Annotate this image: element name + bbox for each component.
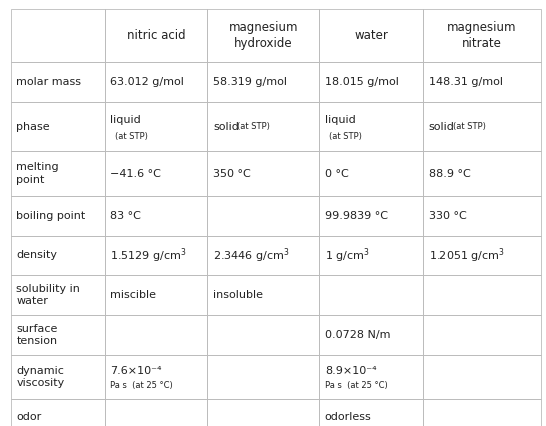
- Bar: [319, 102, 423, 151]
- Bar: [423, 355, 541, 399]
- Bar: [319, 275, 423, 315]
- Bar: [105, 275, 207, 315]
- Text: solubility in
water: solubility in water: [16, 284, 80, 306]
- Bar: [423, 151, 541, 196]
- Bar: [319, 355, 423, 399]
- Bar: [319, 399, 423, 426]
- Text: Pa s  (at 25 °C): Pa s (at 25 °C): [325, 380, 388, 389]
- Bar: [105, 399, 207, 426]
- Text: molar mass: molar mass: [16, 77, 81, 87]
- Bar: [207, 151, 319, 196]
- Text: phase: phase: [16, 121, 50, 132]
- Text: magnesium
nitrate: magnesium nitrate: [447, 21, 517, 50]
- Bar: [423, 9, 541, 62]
- Bar: [11, 355, 105, 399]
- Bar: [207, 275, 319, 315]
- Bar: [423, 62, 541, 102]
- Text: 330 °C: 330 °C: [429, 210, 466, 221]
- Text: solid: solid: [213, 121, 239, 132]
- Bar: [11, 9, 105, 62]
- Text: 0.0728 N/m: 0.0728 N/m: [325, 330, 390, 340]
- Bar: [207, 355, 319, 399]
- Bar: [11, 315, 105, 355]
- Text: insoluble: insoluble: [213, 290, 263, 300]
- Bar: [11, 62, 105, 102]
- Text: 1 g/cm$^{3}$: 1 g/cm$^{3}$: [325, 246, 370, 265]
- Text: (at STP): (at STP): [453, 122, 485, 131]
- Text: odor: odor: [16, 412, 41, 422]
- Text: 83 °C: 83 °C: [110, 210, 141, 221]
- Text: surface
tension: surface tension: [16, 324, 58, 346]
- Bar: [319, 151, 423, 196]
- Bar: [207, 62, 319, 102]
- Bar: [11, 196, 105, 236]
- Bar: [423, 399, 541, 426]
- Bar: [319, 315, 423, 355]
- Text: magnesium
hydroxide: magnesium hydroxide: [229, 21, 298, 50]
- Bar: [319, 196, 423, 236]
- Text: water: water: [354, 29, 388, 42]
- Text: 88.9 °C: 88.9 °C: [429, 169, 470, 178]
- Text: 99.9839 °C: 99.9839 °C: [325, 210, 388, 221]
- Text: −41.6 °C: −41.6 °C: [110, 169, 161, 178]
- Bar: [207, 102, 319, 151]
- Text: 18.015 g/mol: 18.015 g/mol: [325, 77, 399, 87]
- Text: 2.3446 g/cm$^{3}$: 2.3446 g/cm$^{3}$: [213, 246, 289, 265]
- Bar: [423, 196, 541, 236]
- Bar: [11, 399, 105, 426]
- Text: (at STP): (at STP): [115, 132, 147, 141]
- Text: 8.9×10⁻⁴: 8.9×10⁻⁴: [325, 366, 377, 376]
- Bar: [105, 315, 207, 355]
- Text: dynamic
viscosity: dynamic viscosity: [16, 366, 64, 388]
- Bar: [207, 399, 319, 426]
- Bar: [105, 102, 207, 151]
- Bar: [11, 102, 105, 151]
- Text: 148.31 g/mol: 148.31 g/mol: [429, 77, 503, 87]
- Text: odorless: odorless: [325, 412, 372, 422]
- Text: 7.6×10⁻⁴: 7.6×10⁻⁴: [110, 366, 162, 376]
- Bar: [319, 62, 423, 102]
- Text: boiling point: boiling point: [16, 210, 86, 221]
- Text: 0 °C: 0 °C: [325, 169, 348, 178]
- Bar: [423, 275, 541, 315]
- Text: miscible: miscible: [110, 290, 156, 300]
- Text: 58.319 g/mol: 58.319 g/mol: [213, 77, 287, 87]
- Bar: [105, 236, 207, 275]
- Text: nitric acid: nitric acid: [127, 29, 186, 42]
- Text: 63.012 g/mol: 63.012 g/mol: [110, 77, 184, 87]
- Bar: [207, 196, 319, 236]
- Text: liquid: liquid: [325, 115, 355, 124]
- Text: solid: solid: [429, 121, 454, 132]
- Text: Pa s  (at 25 °C): Pa s (at 25 °C): [110, 380, 173, 389]
- Text: (at STP): (at STP): [237, 122, 270, 131]
- Bar: [423, 102, 541, 151]
- Bar: [423, 315, 541, 355]
- Bar: [207, 236, 319, 275]
- Bar: [11, 236, 105, 275]
- Text: 1.2051 g/cm$^{3}$: 1.2051 g/cm$^{3}$: [429, 246, 505, 265]
- Bar: [105, 62, 207, 102]
- Bar: [105, 355, 207, 399]
- Bar: [11, 275, 105, 315]
- Bar: [105, 151, 207, 196]
- Bar: [11, 151, 105, 196]
- Text: melting
point: melting point: [16, 162, 59, 185]
- Text: (at STP): (at STP): [329, 132, 362, 141]
- Bar: [105, 196, 207, 236]
- Text: density: density: [16, 250, 57, 260]
- Text: liquid: liquid: [110, 115, 141, 124]
- Text: 350 °C: 350 °C: [213, 169, 251, 178]
- Bar: [207, 9, 319, 62]
- Bar: [319, 236, 423, 275]
- Text: 1.5129 g/cm$^{3}$: 1.5129 g/cm$^{3}$: [110, 246, 187, 265]
- Bar: [105, 9, 207, 62]
- Bar: [319, 9, 423, 62]
- Bar: [423, 236, 541, 275]
- Bar: [207, 315, 319, 355]
